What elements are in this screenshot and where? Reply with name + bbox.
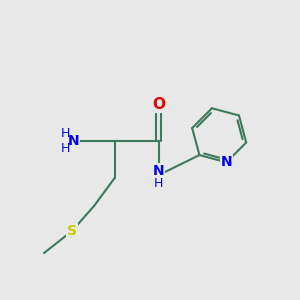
Text: H: H: [61, 127, 70, 140]
Text: N: N: [68, 134, 79, 148]
Text: O: O: [152, 97, 165, 112]
Text: H: H: [61, 142, 70, 155]
Text: N: N: [220, 155, 232, 169]
Text: H: H: [154, 177, 164, 190]
Text: N: N: [153, 164, 165, 178]
Text: S: S: [67, 224, 77, 238]
